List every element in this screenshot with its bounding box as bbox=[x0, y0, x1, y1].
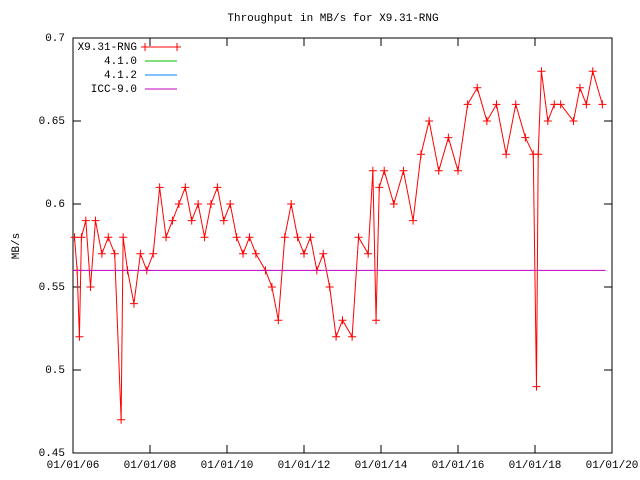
point-marker bbox=[588, 67, 597, 76]
point-marker bbox=[543, 117, 552, 125]
point-marker bbox=[375, 183, 384, 192]
point-marker bbox=[174, 200, 183, 208]
point-marker bbox=[213, 183, 222, 192]
point-marker bbox=[168, 216, 177, 225]
point-marker bbox=[502, 150, 511, 159]
point-marker bbox=[75, 332, 84, 341]
point-marker bbox=[97, 249, 106, 258]
point-marker bbox=[226, 200, 235, 208]
y-tick-label: 0.55 bbox=[39, 282, 65, 294]
point-marker bbox=[251, 249, 260, 258]
point-marker bbox=[219, 216, 228, 225]
point-marker bbox=[110, 249, 119, 258]
point-marker bbox=[319, 249, 328, 258]
point-marker bbox=[206, 200, 215, 208]
point-marker bbox=[425, 117, 434, 125]
x-tick-label: 01/01/16 bbox=[432, 460, 485, 472]
x-tick-label: 01/01/06 bbox=[47, 460, 100, 472]
point-marker bbox=[200, 233, 209, 242]
point-marker bbox=[537, 67, 546, 76]
point-marker bbox=[245, 233, 254, 242]
point-marker bbox=[149, 249, 158, 258]
point-marker bbox=[348, 332, 357, 341]
legend-label: 4.1.0 bbox=[104, 56, 137, 68]
point-marker bbox=[409, 216, 418, 225]
y-tick-label: 0.65 bbox=[39, 116, 65, 128]
legend-label: X9.31-RNG bbox=[78, 42, 137, 54]
point-marker bbox=[81, 216, 90, 225]
point-marker bbox=[389, 200, 398, 208]
point-marker bbox=[306, 233, 315, 242]
chart-title: Throughput in MB/s for X9.31-RNG bbox=[227, 13, 438, 25]
point-marker bbox=[129, 299, 138, 308]
point-marker bbox=[136, 249, 145, 258]
point-marker bbox=[399, 166, 408, 175]
point-marker bbox=[444, 133, 453, 142]
point-marker bbox=[575, 83, 584, 92]
point-marker bbox=[372, 316, 381, 325]
point-marker bbox=[463, 100, 472, 109]
point-marker bbox=[473, 83, 482, 92]
point-marker bbox=[293, 233, 302, 242]
y-tick-label: 0.7 bbox=[45, 33, 65, 45]
point-marker bbox=[556, 100, 565, 109]
legend-label: 4.1.2 bbox=[104, 70, 137, 82]
point-marker bbox=[492, 100, 501, 109]
y-axis-label: MB/s bbox=[11, 233, 23, 259]
point-marker bbox=[332, 332, 341, 341]
point-marker bbox=[239, 249, 248, 258]
point-marker bbox=[521, 133, 530, 142]
point-marker bbox=[354, 233, 363, 242]
point-marker bbox=[532, 382, 541, 391]
point-marker bbox=[91, 216, 100, 225]
point-marker bbox=[598, 100, 607, 109]
point-marker bbox=[534, 150, 543, 159]
point-marker bbox=[338, 316, 347, 325]
x-tick-label: 01/01/10 bbox=[201, 460, 254, 472]
point-marker bbox=[325, 283, 334, 291]
point-marker bbox=[77, 233, 86, 242]
point-marker bbox=[117, 415, 126, 424]
point-marker bbox=[582, 100, 591, 109]
point-marker bbox=[162, 233, 171, 242]
point-marker bbox=[434, 166, 443, 175]
x-tick-label: 01/01/18 bbox=[509, 460, 562, 472]
point-marker bbox=[416, 150, 425, 159]
point-marker bbox=[194, 200, 203, 208]
x-tick-label: 01/01/20 bbox=[586, 460, 639, 472]
plot-border bbox=[72, 37, 613, 454]
point-marker bbox=[511, 100, 520, 109]
point-marker bbox=[232, 233, 241, 242]
point-marker bbox=[380, 166, 389, 175]
point-marker bbox=[368, 166, 377, 175]
point-marker bbox=[300, 249, 308, 258]
point-marker bbox=[187, 216, 196, 225]
point-marker bbox=[569, 117, 578, 125]
y-tick-label: 0.6 bbox=[45, 199, 65, 211]
point-marker bbox=[181, 183, 190, 192]
point-marker bbox=[86, 283, 95, 291]
point-marker bbox=[70, 233, 79, 242]
legend-marker bbox=[141, 43, 181, 51]
point-marker bbox=[104, 233, 113, 242]
point-marker bbox=[364, 249, 373, 258]
x-tick-label: 01/01/08 bbox=[124, 460, 177, 472]
point-marker bbox=[267, 283, 276, 291]
x-tick-label: 01/01/12 bbox=[278, 460, 331, 472]
point-marker bbox=[119, 233, 128, 242]
point-marker bbox=[274, 316, 283, 325]
y-tick-label: 0.5 bbox=[45, 365, 65, 377]
point-marker bbox=[482, 117, 491, 125]
point-marker bbox=[454, 166, 462, 175]
point-marker bbox=[155, 183, 164, 192]
y-tick-label: 0.45 bbox=[39, 448, 65, 460]
legend-label: ICC-9.0 bbox=[91, 84, 137, 96]
point-marker bbox=[287, 200, 296, 208]
series-line bbox=[73, 71, 603, 420]
x-tick-label: 01/01/14 bbox=[355, 460, 408, 472]
point-marker bbox=[280, 233, 289, 242]
